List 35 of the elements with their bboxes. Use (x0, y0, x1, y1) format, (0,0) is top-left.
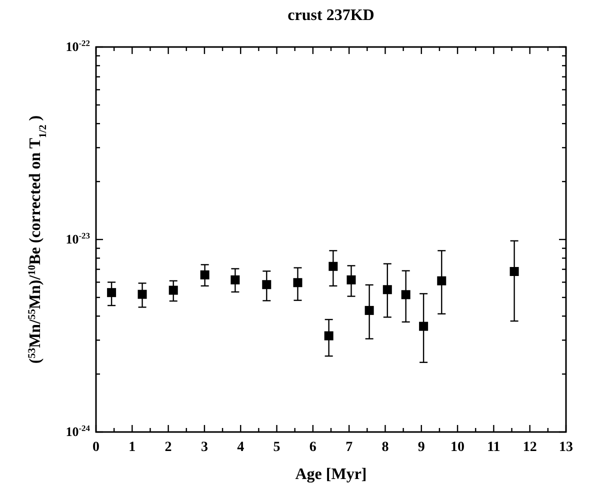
point (200, 270, 210, 280)
point (437, 276, 446, 286)
point (107, 288, 116, 298)
point (328, 262, 338, 271)
x-tick-label: 0 (92, 440, 100, 455)
point (168, 286, 178, 295)
x-tick-label: 5 (273, 440, 280, 455)
x-tick-label: 2 (164, 440, 172, 455)
x-tick-label: 11 (487, 440, 500, 455)
x-tick-label: 13 (559, 440, 573, 455)
point (510, 266, 519, 276)
x-tick-label: 3 (200, 440, 208, 455)
point (382, 285, 392, 294)
x-tick-label: 7 (346, 440, 353, 455)
point (262, 280, 272, 290)
y-tick-label: 10$^{-24}$ (66, 423, 91, 439)
point (346, 275, 356, 284)
point (138, 290, 147, 299)
y-tick-label: 10$^{-22}$ (66, 38, 90, 54)
point (230, 275, 240, 284)
x-tick-label: 6 (309, 440, 316, 455)
point (401, 290, 410, 300)
x-tick-label: 8 (382, 440, 389, 455)
point (324, 331, 334, 340)
x-axis-title: Age [Myr] (295, 466, 367, 483)
y-tick-label: 10$^{-23}$ (66, 230, 90, 246)
point (419, 322, 428, 331)
x-tick-label: 1 (128, 440, 136, 455)
chart-title: crust 237KD (288, 7, 374, 24)
x-tick-label: 10 (450, 440, 465, 455)
x-tick-label: 12 (522, 440, 537, 455)
point (364, 306, 374, 315)
x-tick-label: 4 (237, 440, 244, 455)
x-tick-label: 9 (418, 440, 425, 455)
point (293, 278, 302, 288)
